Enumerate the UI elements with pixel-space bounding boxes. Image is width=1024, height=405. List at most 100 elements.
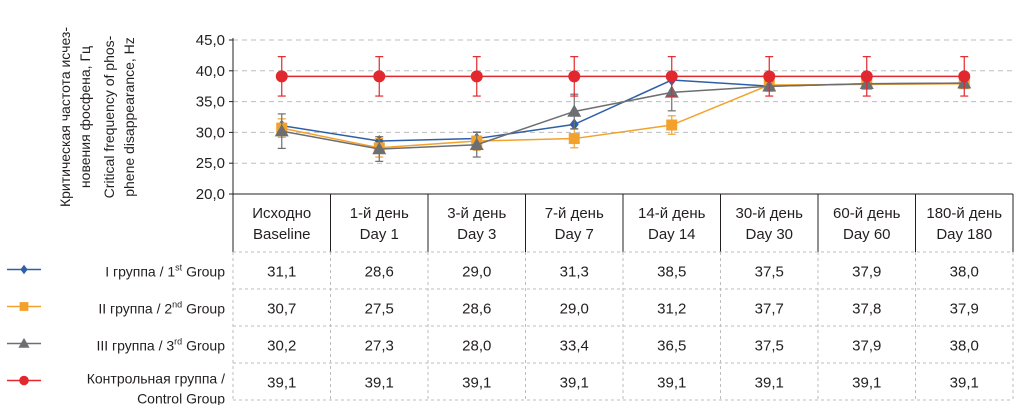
legend-label-part: Group [182, 338, 225, 354]
table-cell-value: 39,1 [267, 375, 296, 392]
legend-label-part: III группа / 3 [96, 338, 174, 354]
category-label: Day 180 [936, 226, 992, 243]
data-table: Исходно Baseline 1-й день Day 1 3-й день Day … [7, 194, 1014, 405]
marker-circle [763, 70, 776, 83]
table-cell-value: 36,5 [657, 338, 686, 355]
legend-label: Control Group [137, 391, 225, 405]
table-cell-value: 28,0 [462, 338, 491, 355]
table-cell-value: 31,3 [560, 264, 589, 281]
table-cell-value: 31,2 [657, 301, 686, 318]
category-label: 3-й день [447, 205, 506, 222]
legend-label: Контрольная группа / [87, 371, 225, 387]
legend-label-part: I группа / 1 [105, 264, 175, 280]
table-cell-value: 37,9 [852, 338, 881, 355]
table-cell-value: 39,1 [560, 375, 589, 392]
category-label: Baseline [253, 226, 311, 243]
y-tick-label: 20,0 [196, 186, 225, 203]
table-cell-value: 37,8 [852, 301, 881, 318]
category-label: Day 3 [457, 226, 496, 243]
marker-triangle [567, 104, 582, 117]
table-cell-value: 37,5 [755, 264, 784, 281]
category-label: Day 7 [555, 226, 594, 243]
y-axis-title-line: phene disappearance, Hz [121, 37, 137, 197]
y-axis-title-line: Критическая частота исчез- [57, 27, 73, 207]
category-label: Day 1 [360, 226, 399, 243]
y-tick-labels: 20,0 25,0 30,0 35,0 40,0 45,0 [196, 32, 225, 203]
table-cell-value: 28,6 [462, 301, 491, 318]
category-label: 180-й день [926, 205, 1002, 222]
y-tick-label: 25,0 [196, 155, 225, 172]
table-cell-value: 37,9 [950, 301, 979, 318]
table-cell-value: 39,1 [462, 375, 491, 392]
y-axis-title: Критическая частота исчез-новения фосфен… [57, 27, 137, 207]
table-cell-value: 37,9 [852, 264, 881, 281]
legend-label: II группа / 2nd Group [98, 300, 225, 317]
table-cell-value: 27,5 [365, 301, 394, 318]
table-cell-value: 39,1 [657, 375, 686, 392]
marker-square [568, 133, 580, 145]
series-line [281, 82, 965, 149]
category-label: 30-й день [736, 205, 804, 222]
table-cell-value: 38,5 [657, 264, 686, 281]
marker-triangle [372, 142, 387, 155]
y-axis-title-line: новения фосфена, Гц [77, 46, 93, 188]
marker-circle [19, 375, 29, 386]
y-tick-label: 40,0 [196, 63, 225, 80]
marker-circle [860, 70, 873, 83]
table-cell-value: 39,1 [852, 375, 881, 392]
table-cell-value: 31,1 [267, 264, 296, 281]
marker-diamond [20, 264, 28, 275]
marker-circle [470, 70, 483, 83]
legend-label-sup: nd [172, 300, 182, 310]
table-cell-value: 39,1 [365, 375, 394, 392]
category-label: 7-й день [545, 205, 604, 222]
series-layer [274, 56, 972, 162]
table-cell-value: 38,0 [950, 264, 979, 281]
table-cell-value: 33,4 [560, 338, 589, 355]
table-cell-value: 27,3 [365, 338, 394, 355]
legend-label-part: II группа / 2 [98, 301, 172, 317]
legend-label-part: Group [182, 264, 225, 280]
table-cell-value: 29,0 [462, 264, 491, 281]
table-cell-value: 38,0 [950, 338, 979, 355]
y-tick-label: 35,0 [196, 94, 225, 111]
y-tick-label: 45,0 [196, 32, 225, 49]
marker-circle [275, 70, 288, 83]
marker-triangle [469, 137, 484, 150]
legend-label-sup: rd [174, 337, 182, 347]
table-cell-value: 39,1 [950, 375, 979, 392]
marker-circle [958, 70, 971, 83]
category-label: Исходно [252, 205, 311, 222]
legend-label: III группа / 3rd Group [96, 337, 225, 354]
table-cell-value: 30,7 [267, 301, 296, 318]
y-axis-title-line: Critical frequency of phos- [101, 35, 117, 198]
table-cell-value: 28,6 [365, 264, 394, 281]
legend-label: I группа / 1st Group [105, 263, 225, 280]
category-label: 14-й день [638, 205, 706, 222]
category-label: 60-й день [833, 205, 901, 222]
marker-triangle [18, 337, 30, 348]
table-cell-value: 29,0 [560, 301, 589, 318]
marker-circle [373, 70, 386, 83]
marker-circle [665, 70, 678, 83]
legend-label-part: Group [182, 301, 225, 317]
series-circle [275, 56, 971, 97]
table-cell-value: 30,2 [267, 338, 296, 355]
category-label: Day 30 [745, 226, 793, 243]
marker-square [19, 302, 29, 311]
table-cell-value: 37,5 [755, 338, 784, 355]
series-line [281, 82, 965, 150]
legend-label-part: Контрольная группа / [87, 371, 225, 387]
axes [229, 38, 1013, 195]
marker-square [666, 119, 678, 131]
table-cell-value: 39,1 [755, 375, 784, 392]
category-label: 1-й день [350, 205, 409, 222]
category-label: Day 60 [843, 226, 891, 243]
y-tick-label: 30,0 [196, 124, 225, 141]
marker-triangle [274, 124, 289, 137]
legend-label-sup: st [175, 263, 183, 273]
category-label: Day 14 [648, 226, 696, 243]
marker-circle [568, 70, 581, 83]
table-cell-value: 37,7 [755, 301, 784, 318]
